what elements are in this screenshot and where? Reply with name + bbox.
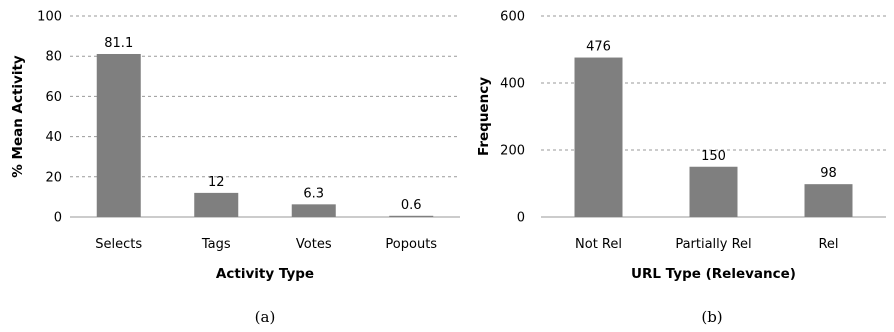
chart-1-y-axis-title: Frequency [476,77,492,156]
chart-0-y-tick-label: 20 [45,170,62,185]
chart-1-bar [689,166,738,217]
chart-0-y-axis-title: % Mean Activity [10,55,26,178]
chart-0-caption: (a) [255,308,276,326]
chart-0-bar [96,53,141,217]
chart-0-category-label: Votes [296,237,332,252]
chart-1-y-tick-label: 200 [500,144,525,159]
chart-1-caption: (b) [701,308,722,326]
chart-1-y-tick-label: 400 [500,77,525,92]
chart-url-type: 0 200 400 600 476 Not Rel 150 Partially Rel 98 Re… [476,10,886,326]
chart-0-y-tick-label: 40 [45,130,62,145]
chart-activity-type: 0 20 40 60 80 100 81.1 Selects 12 Tags 6.3 Votes 0.6… [10,10,460,326]
chart-0-bar [291,204,336,217]
chart-0-category-label: Selects [95,237,142,252]
chart-1-data-label: 476 [586,40,611,55]
chart-1-category-label: Rel [818,237,838,252]
chart-0-y-tick-label: 80 [45,50,62,65]
chart-1-data-label: 150 [701,149,726,164]
chart-0-category-label: Popouts [385,237,437,252]
chart-0-data-label: 12 [208,175,225,190]
chart-0-y-tick-label: 60 [45,90,62,105]
chart-0-data-label: 6.3 [303,186,324,201]
chart-0-data-label: 81.1 [104,36,133,51]
chart-0-x-axis-title: Activity Type [216,266,314,282]
chart-0-y-tick-label: 0 [54,211,62,226]
chart-0-bar [389,215,434,217]
chart-1-bar [574,57,623,217]
chart-0-category-label: Tags [201,237,231,252]
chart-1-x-axis-title: URL Type (Relevance) [631,266,796,282]
chart-1-category-label: Partially Rel [675,237,751,252]
chart-0-y-tick-label: 100 [37,10,62,25]
chart-1-y-tick-label: 0 [517,211,525,226]
chart-1-category-label: Not Rel [575,237,622,252]
chart-0-bar [194,192,239,217]
chart-0-data-label: 0.6 [401,198,422,213]
chart-1-y-tick-label: 600 [500,10,525,25]
chart-1-data-label: 98 [820,166,837,181]
chart-1-bar [804,184,853,217]
